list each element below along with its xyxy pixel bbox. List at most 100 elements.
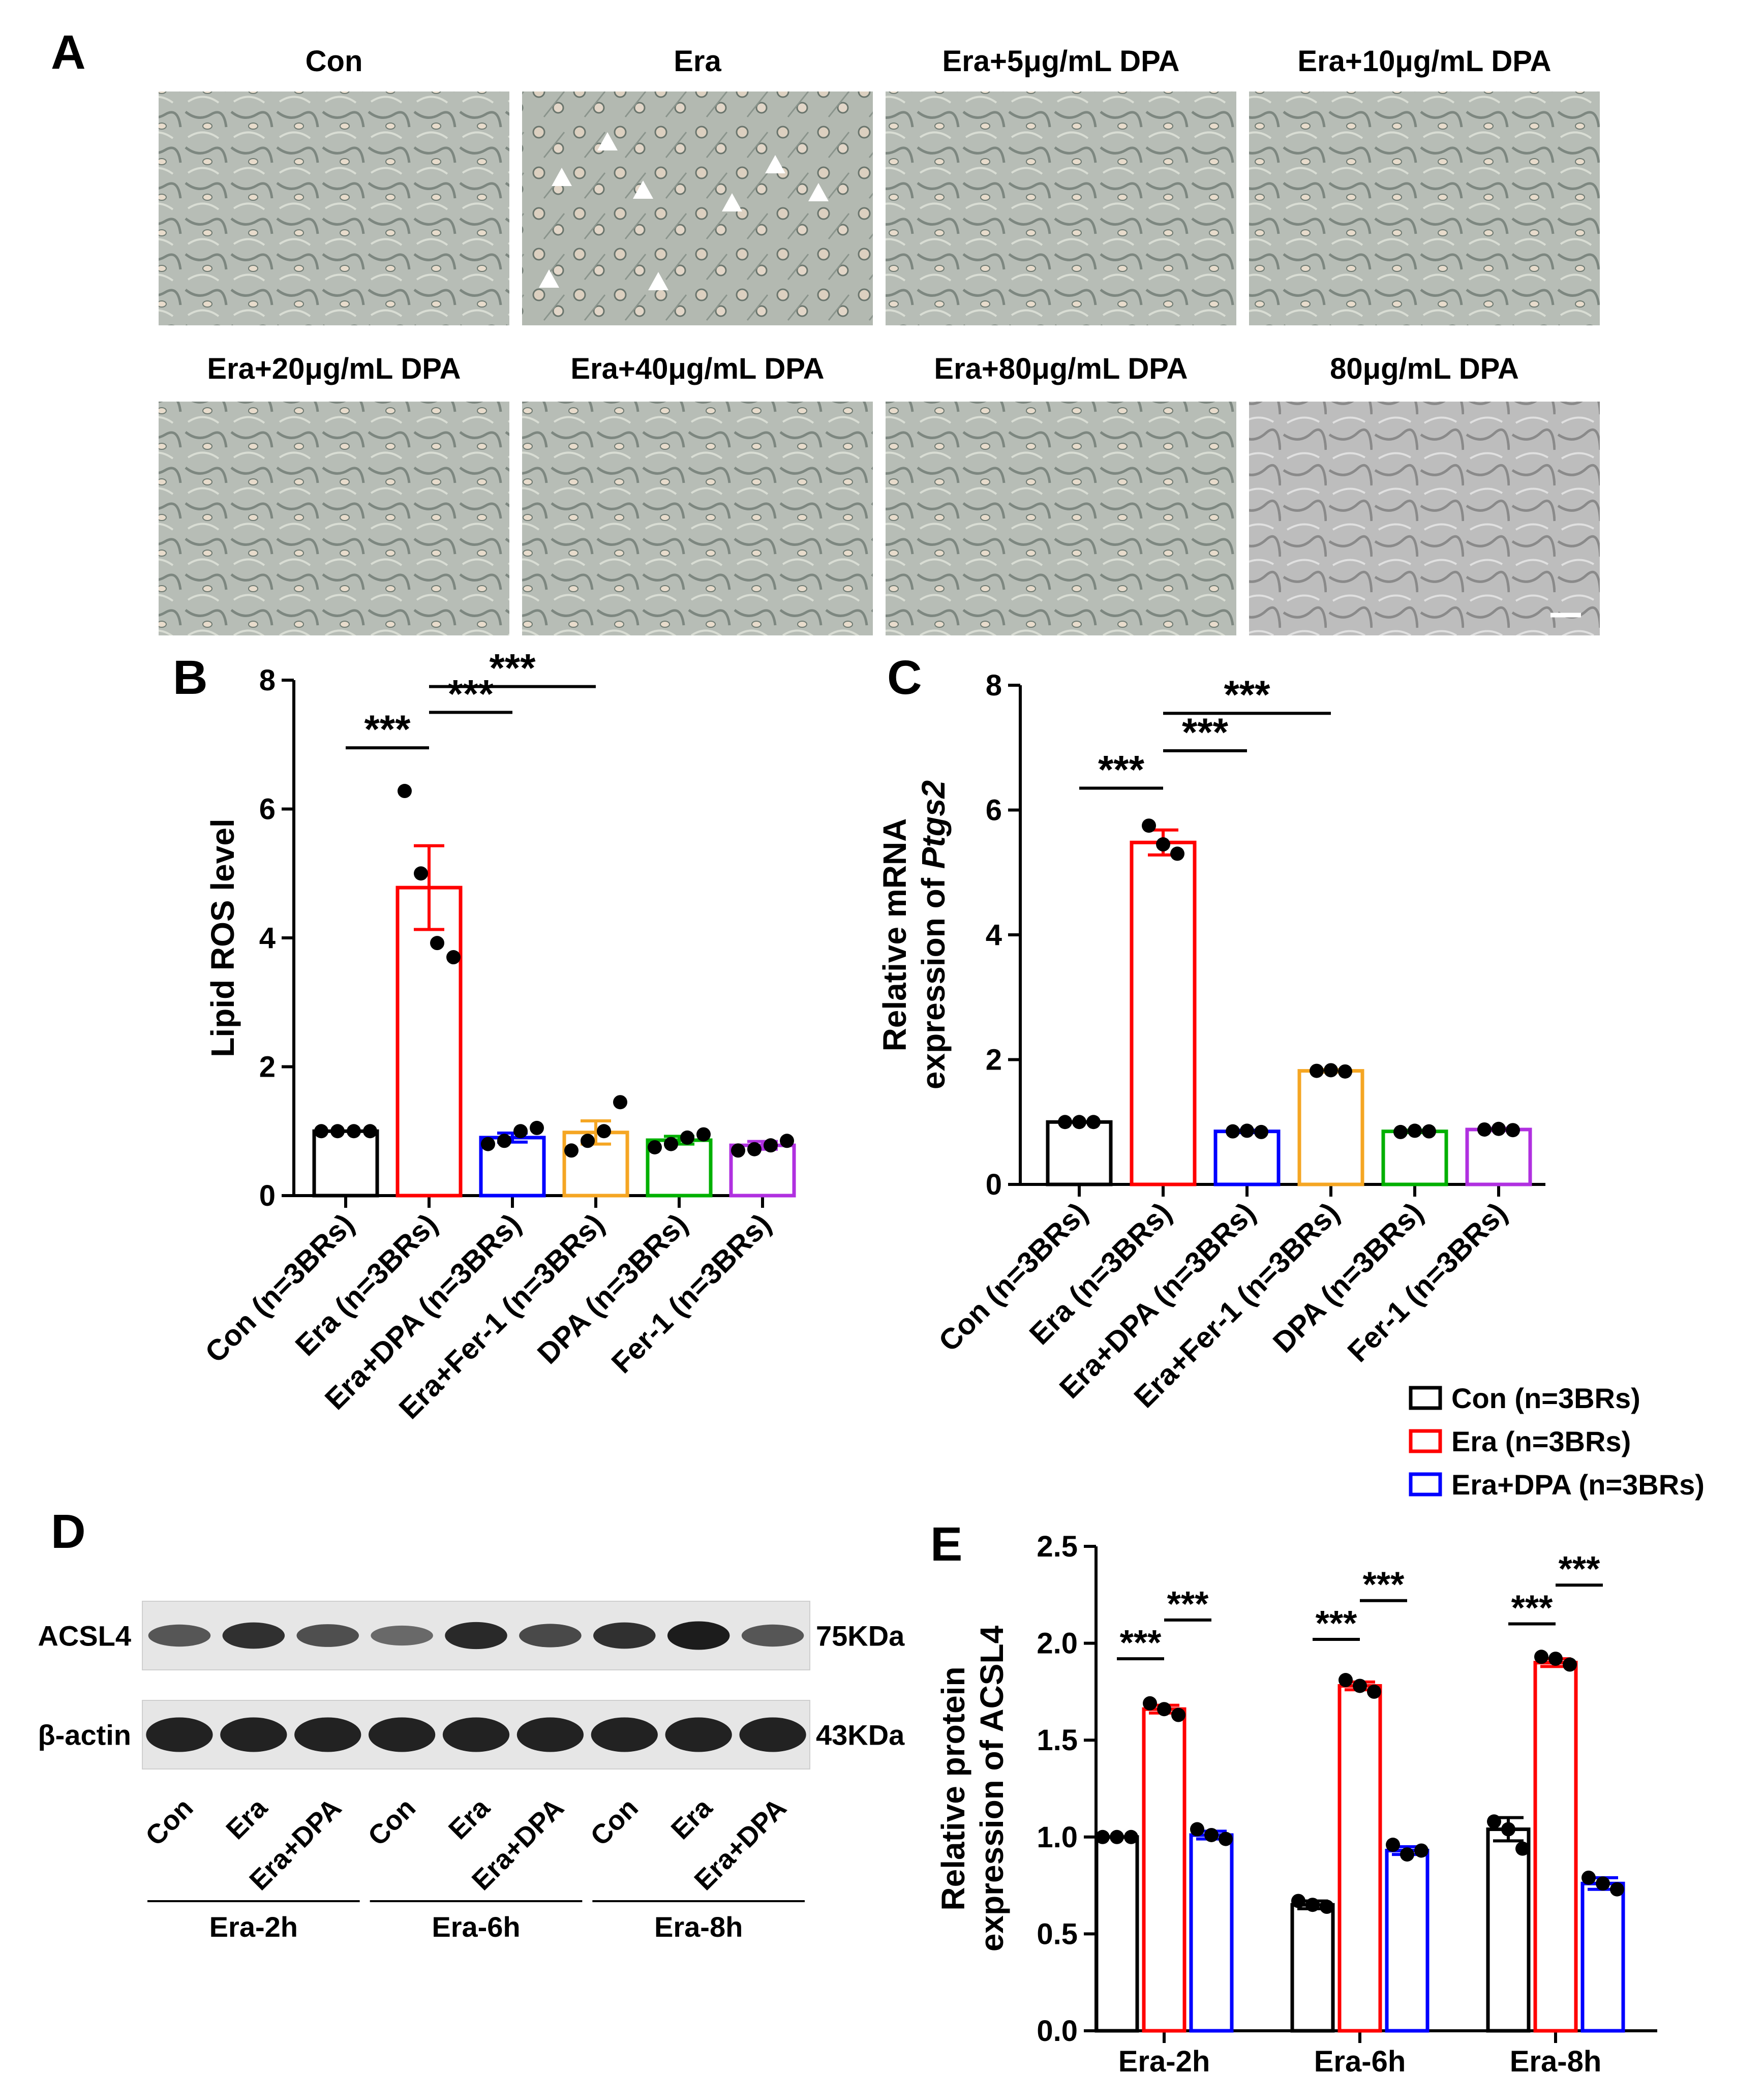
micrograph-title: Era+5μg/mL DPA <box>942 45 1180 78</box>
significance-label: *** <box>1363 1565 1405 1604</box>
band-acsl4 <box>593 1622 656 1649</box>
bar-cat-1 <box>1130 840 1197 1186</box>
legend-label: Con (n=3BRs) <box>1451 1382 1640 1414</box>
panel-label-e: E <box>930 1517 962 1571</box>
micrograph-title: Era <box>674 45 721 78</box>
data-point <box>581 1134 595 1148</box>
panel-e-chart: 0.0 0.5 1.0 1.5 2.0 2.5 Relative proteinexpres… <box>935 1530 1657 2074</box>
data-point <box>1254 1124 1268 1139</box>
micrograph-title: Era+10μg/mL DPA <box>1297 45 1551 78</box>
data-point <box>664 1137 678 1151</box>
data-point <box>1324 1063 1338 1078</box>
significance-label: *** <box>1511 1588 1553 1627</box>
data-point <box>1339 1673 1353 1688</box>
data-point <box>648 1140 662 1154</box>
significance-label: *** <box>1224 672 1270 717</box>
lane-group-label: Era-8h <box>654 1911 743 1943</box>
data-point <box>1610 1882 1624 1897</box>
data-point <box>1156 837 1170 852</box>
y-axis-label-line: Lipid ROS level <box>204 818 241 1057</box>
bar-series-1 <box>1337 1684 1382 2033</box>
bar-cat-3 <box>1297 1069 1364 1186</box>
arrowhead-marker <box>633 180 653 199</box>
data-point <box>1143 1696 1157 1711</box>
micrograph-image <box>1249 402 1600 635</box>
data-point <box>1058 1115 1072 1130</box>
micrograph-title: Era+40μg/mL DPA <box>570 352 824 385</box>
y-axis-label: Lipid ROS level <box>204 818 241 1057</box>
data-point <box>1563 1657 1577 1672</box>
band-beta-actin <box>368 1717 436 1752</box>
band-acsl4 <box>148 1624 211 1647</box>
significance-label: *** <box>1098 747 1145 792</box>
micrograph-title: Era+80μg/mL DPA <box>934 352 1188 385</box>
data-point <box>330 1124 345 1139</box>
data-point <box>1072 1115 1086 1130</box>
data-point <box>696 1127 711 1142</box>
y-tick-label: 1.5 <box>1037 1724 1078 1757</box>
data-point <box>347 1124 361 1139</box>
data-point <box>1305 1898 1320 1912</box>
x-tick-label: DPA (n=3BRs) <box>531 1207 694 1370</box>
data-point <box>1226 1124 1240 1139</box>
data-point <box>398 784 412 799</box>
panel-label-a: A <box>51 25 86 79</box>
data-point <box>1190 1822 1204 1837</box>
legend-swatch <box>1409 1472 1442 1497</box>
bar-series-2 <box>1385 1848 1430 2033</box>
band-beta-actin <box>294 1717 361 1752</box>
data-point <box>1086 1115 1101 1130</box>
significance-label: *** <box>447 671 494 716</box>
y-tick-label: 0.5 <box>1037 1917 1078 1950</box>
band-beta-actin <box>442 1717 510 1752</box>
y-tick-label: 6 <box>259 793 276 826</box>
arrowhead-marker <box>539 269 559 288</box>
bar-series-0 <box>1094 1835 1139 2033</box>
data-point <box>1204 1827 1219 1842</box>
x-tick-label: DPA (n=3BRs) <box>1267 1196 1430 1359</box>
bar-series-0 <box>1290 1903 1335 2033</box>
data-point <box>597 1124 611 1139</box>
legend-swatch <box>1409 1429 1442 1453</box>
y-axis-label: Relative proteinexpression of ACSL4 <box>935 1625 1010 1951</box>
y-tick-label: 2.0 <box>1037 1627 1078 1660</box>
y-tick-label: 2.5 <box>1037 1530 1078 1563</box>
band-acsl4 <box>519 1624 582 1648</box>
data-point <box>1124 1829 1138 1844</box>
band-label: β-actin <box>38 1719 131 1751</box>
data-point <box>731 1143 745 1158</box>
data-point <box>1422 1124 1436 1139</box>
significance-label: *** <box>489 646 536 690</box>
data-point <box>1400 1847 1414 1862</box>
legend-swatch <box>1409 1386 1442 1410</box>
significance-label: *** <box>1120 1623 1162 1662</box>
band-acsl4 <box>667 1621 730 1650</box>
data-point <box>1320 1900 1334 1914</box>
data-point <box>764 1138 778 1153</box>
lane-label: Con <box>140 1792 199 1852</box>
data-point <box>314 1124 328 1139</box>
y-tick-label: 0.0 <box>1037 2015 1078 2048</box>
significance-label: *** <box>1559 1549 1600 1589</box>
arrowhead-marker <box>552 168 572 186</box>
y-tick-label: 4 <box>986 919 1002 952</box>
micrograph-image <box>159 92 509 325</box>
molecular-weight-label: 43KDa <box>816 1719 905 1751</box>
lane-label: Era <box>443 1792 496 1845</box>
significance-label: *** <box>1182 710 1229 754</box>
data-point <box>1142 818 1156 833</box>
band-acsl4 <box>296 1624 359 1647</box>
data-point <box>1487 1814 1501 1829</box>
bar-series-1 <box>1533 1661 1578 2033</box>
panel-label-c: C <box>887 651 922 705</box>
data-point <box>1492 1121 1506 1136</box>
data-point <box>513 1124 528 1139</box>
data-point <box>1596 1876 1610 1891</box>
data-point <box>564 1143 579 1158</box>
data-point <box>1338 1064 1352 1079</box>
x-tick-label: Era-8h <box>1510 2045 1602 2074</box>
y-tick-label: 6 <box>986 794 1002 827</box>
bar-cat-0 <box>1046 1120 1113 1186</box>
bar-series-0 <box>1486 1827 1531 2033</box>
data-point <box>613 1095 627 1110</box>
